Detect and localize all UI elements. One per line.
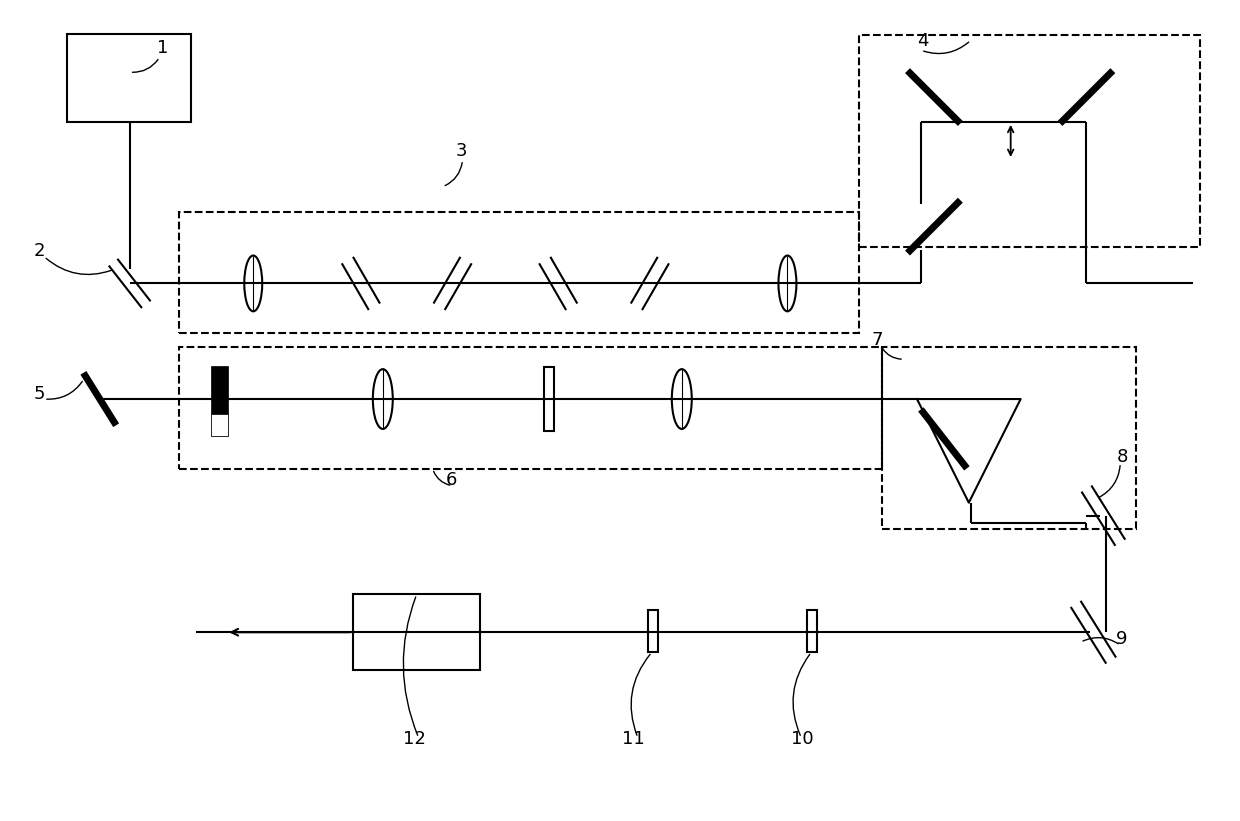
Text: 12: 12 [403, 730, 425, 748]
Text: 11: 11 [622, 730, 645, 748]
Text: 1: 1 [156, 39, 167, 57]
Text: 4: 4 [918, 32, 929, 50]
Text: 8: 8 [1116, 447, 1127, 466]
Text: 9: 9 [1116, 631, 1128, 649]
Bar [353, 594, 480, 670]
Bar [67, 34, 191, 122]
Text: 3: 3 [455, 142, 467, 160]
Bar [544, 367, 554, 431]
Text: 5: 5 [33, 385, 46, 403]
Text: 10: 10 [791, 730, 813, 748]
Bar [807, 610, 817, 652]
Text: 6: 6 [445, 470, 458, 488]
Bar [211, 366, 228, 436]
Bar [649, 610, 658, 652]
Text: 2: 2 [33, 241, 46, 259]
Text: 7: 7 [872, 331, 883, 349]
Bar [211, 414, 228, 436]
